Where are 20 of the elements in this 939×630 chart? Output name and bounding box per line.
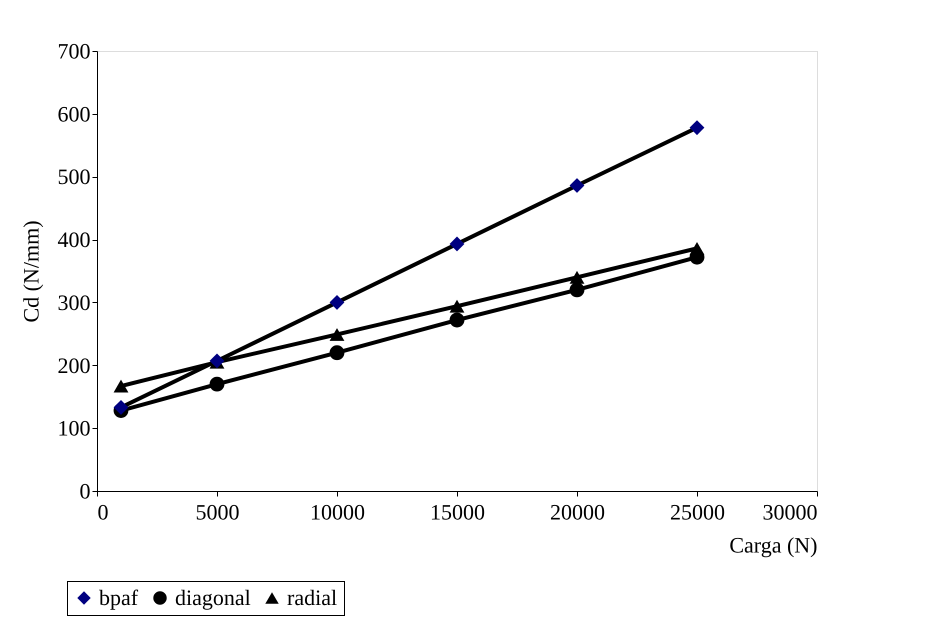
y-tick-label: 700 [58,38,90,64]
y-tick-label: 200 [58,352,90,378]
y-tick-label: 100 [58,416,90,441]
x-tick-label: 30000 [762,500,818,524]
x-axis-title: Carga (N) [729,532,818,558]
y-tick-label: 300 [58,290,90,315]
x-tick-label: 5000 [196,500,240,524]
legend-label: bpaf [99,585,139,610]
y-tick-label: 500 [58,164,90,190]
x-tick-label: 20000 [550,500,605,524]
x-tick-label: 15000 [430,500,485,524]
legend-label: diagonal [175,585,251,610]
x-tick-label: 10000 [310,500,365,524]
legend-label: radial [287,585,338,610]
x-tick-label: 0 [98,500,108,524]
y-tick-label: 400 [58,227,90,252]
y-axis-title: Cd (N/mm) [18,220,44,323]
y-tick-label: 0 [80,478,90,504]
y-tick-label: 600 [58,101,90,126]
x-tick-label: 25000 [670,500,725,524]
